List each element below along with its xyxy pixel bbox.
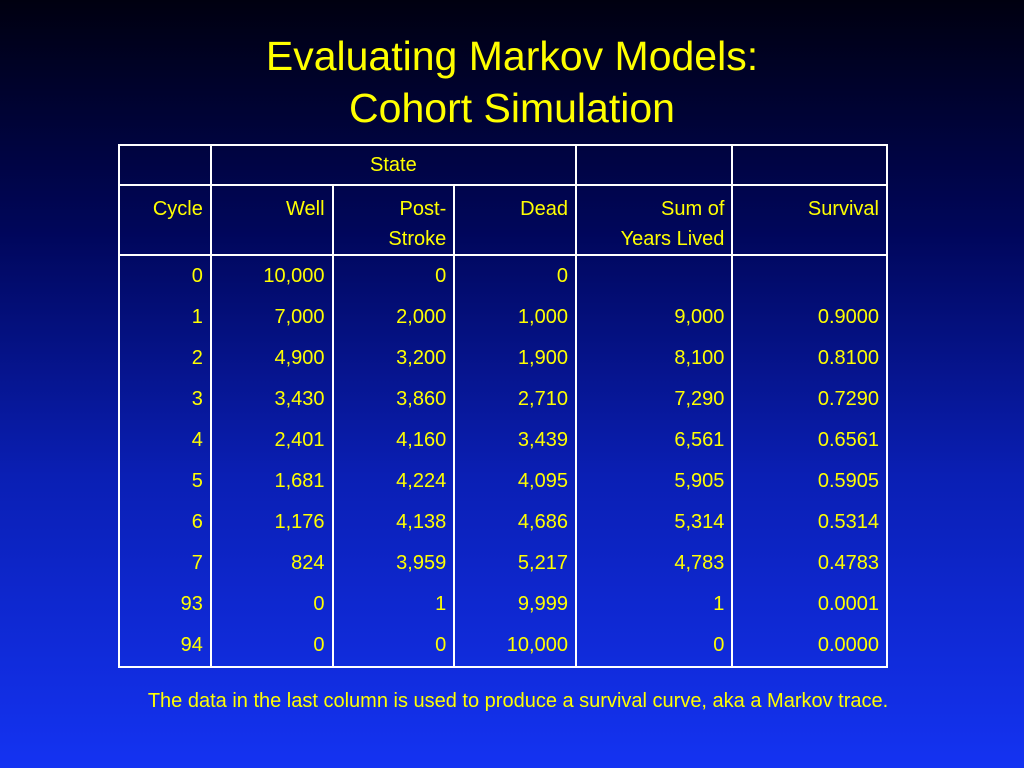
table-row: 93 0 1 9,999 1 0.0001 [118,584,888,625]
footnote: The data in the last column is used to p… [147,690,889,712]
cell-dead: 5,217 [453,543,577,584]
table-column-header-row: Cycle Well Post- Stroke Dead Sum of Years … [118,185,888,256]
cell-sum-years-lived: 5,314 [574,502,734,543]
table-group-header-row: State [118,145,888,186]
cell-post-stroke: 3,860 [331,379,456,420]
table-row: 6 1,176 4,138 4,686 5,314 0.5314 [118,502,888,543]
column-header-post-stroke: Post- Stroke [331,185,456,256]
state-group-header: State [209,145,577,186]
cell-sum-years-lived: 9,000 [574,297,734,338]
cell-dead: 10,000 [453,625,577,667]
cell-dead: 1,000 [453,297,577,338]
cell-cycle: 6 [118,502,212,543]
cell-well: 1,681 [209,461,334,502]
cell-cycle: 1 [118,297,212,338]
cell-post-stroke: 0 [331,625,456,667]
cell-post-stroke: 0 [331,255,456,297]
cell-survival: 0.8100 [731,338,888,379]
cell-cycle: 7 [118,543,212,584]
cell-dead: 4,095 [453,461,577,502]
cell-dead: 1,900 [453,338,577,379]
empty-header-cell [731,145,888,186]
slide-title-line-1: Evaluating Markov Models: [265,33,759,79]
cell-sum-years-lived: 5,905 [574,461,734,502]
slide-title-line-2: Cohort Simulation [349,85,675,131]
cell-well: 824 [209,543,334,584]
cell-well: 0 [209,584,334,625]
cell-survival: 0.9000 [731,297,888,338]
cell-survival [731,255,888,297]
cell-sum-years-lived: 6,561 [574,420,734,461]
cell-cycle: 0 [118,255,212,297]
cell-sum-years-lived [574,255,734,297]
column-header-sum-years-lived: Sum of Years Lived [574,185,734,256]
cell-post-stroke: 2,000 [331,297,456,338]
table-row: 7 824 3,959 5,217 4,783 0.4783 [118,543,888,584]
cell-well: 10,000 [209,255,334,297]
cell-survival: 0.6561 [731,420,888,461]
cell-sum-years-lived: 8,100 [574,338,734,379]
cell-post-stroke: 3,959 [331,543,456,584]
cell-well: 2,401 [209,420,334,461]
cell-dead: 0 [453,255,577,297]
table-body: 0 10,000 0 0 1 7,000 2,000 1,000 9,000 0.9000 2 4,9… [118,255,888,667]
cell-cycle: 93 [118,584,212,625]
cell-sum-years-lived: 7,290 [574,379,734,420]
cell-dead: 3,439 [453,420,577,461]
table-row: 3 3,430 3,860 2,710 7,290 0.7290 [118,379,888,420]
cell-dead: 2,710 [453,379,577,420]
cell-post-stroke: 1 [331,584,456,625]
cell-survival: 0.7290 [731,379,888,420]
table-row: 94 0 0 10,000 0 0.0000 [118,625,888,667]
cell-survival: 0.5905 [731,461,888,502]
cell-cycle: 94 [118,625,212,667]
cell-well: 1,176 [209,502,334,543]
cell-survival: 0.5314 [731,502,888,543]
cell-post-stroke: 3,200 [331,338,456,379]
table-row: 0 10,000 0 0 [118,255,888,297]
cell-survival: 0.0001 [731,584,888,625]
table-row: 2 4,900 3,200 1,900 8,100 0.8100 [118,338,888,379]
column-header-dead: Dead [453,185,577,256]
table-row: 1 7,000 2,000 1,000 9,000 0.9000 [118,297,888,338]
empty-header-cell [574,145,734,186]
cell-post-stroke: 4,224 [331,461,456,502]
table-row: 5 1,681 4,224 4,095 5,905 0.5905 [118,461,888,502]
cell-dead: 9,999 [453,584,577,625]
empty-header-cell [118,145,212,186]
cell-dead: 4,686 [453,502,577,543]
cell-well: 3,430 [209,379,334,420]
cell-cycle: 5 [118,461,212,502]
column-header-cycle: Cycle [118,185,212,256]
slide-title: Evaluating Markov Models: Cohort Simulat… [0,30,1024,134]
cell-post-stroke: 4,160 [331,420,456,461]
cell-cycle: 4 [118,420,212,461]
cell-well: 7,000 [209,297,334,338]
cell-survival: 0.4783 [731,543,888,584]
column-header-well: Well [209,185,334,256]
cell-well: 0 [209,625,334,667]
column-header-survival: Survival [731,185,888,256]
cell-post-stroke: 4,138 [331,502,456,543]
cell-well: 4,900 [209,338,334,379]
cell-survival: 0.0000 [731,625,888,667]
cell-cycle: 2 [118,338,212,379]
cell-sum-years-lived: 0 [574,625,734,667]
cell-sum-years-lived: 1 [574,584,734,625]
cell-sum-years-lived: 4,783 [574,543,734,584]
table-row: 4 2,401 4,160 3,439 6,561 0.6561 [118,420,888,461]
cohort-simulation-table: State Cycle Well Post- Stroke Dead Sum of… [118,144,888,668]
cell-cycle: 3 [118,379,212,420]
